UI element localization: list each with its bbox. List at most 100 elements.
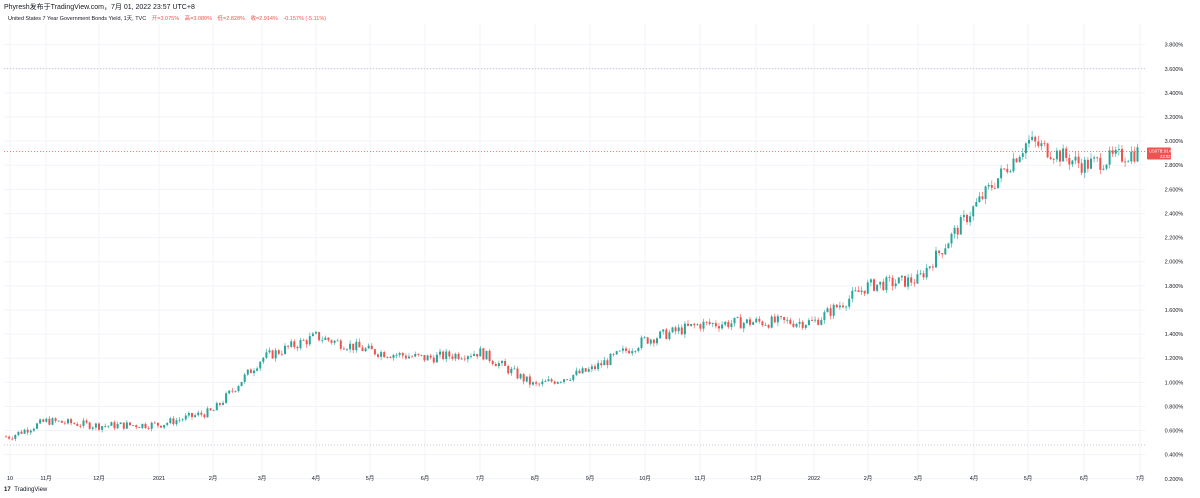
candle-body: [1046, 143, 1049, 158]
y-axis[interactable]: 0.200% 0.400% 0.600% 0.800% 1.000% 1.200% 1.40…: [1165, 43, 1184, 483]
candle-body: [1018, 156, 1021, 163]
candle-body: [749, 319, 751, 325]
x-tick-label: 10: [7, 476, 13, 482]
candle-body: [956, 227, 959, 235]
y-tick-label: 0.600%: [1165, 429, 1184, 435]
candle-body: [237, 386, 240, 391]
candle-body: [935, 250, 937, 268]
grid: [4, 24, 1145, 480]
y-tick-label: 1.200%: [1165, 356, 1184, 362]
candle-body: [243, 374, 246, 382]
candle-body: [550, 379, 553, 382]
candle-body: [745, 319, 748, 323]
candle-body: [581, 368, 584, 374]
candle-body: [79, 425, 82, 427]
candle-body: [5, 436, 7, 438]
candle-body: [1043, 143, 1046, 145]
candle-body: [160, 425, 162, 428]
candle-body: [1000, 168, 1003, 179]
candle-body: [714, 323, 717, 327]
x-axis[interactable]: 10 11月 12月 2021 2月 3月 4月 5月 6月 7月 8月 9月 10月 11月 12月 202…: [7, 475, 1144, 482]
badge-price: 2.914%: [1160, 148, 1176, 153]
candle-body: [163, 424, 166, 428]
candle-body: [119, 422, 122, 425]
candle-body: [990, 184, 993, 188]
candle-body: [442, 351, 445, 360]
candle-body: [429, 355, 432, 358]
x-tick-label: 5月: [1024, 475, 1033, 482]
x-tick-label: 6月: [1080, 475, 1089, 482]
candle-body: [222, 402, 224, 405]
candle-body: [448, 351, 451, 357]
candle-body: [85, 420, 88, 423]
candle-body: [364, 348, 367, 352]
y-tick-label: 3.000%: [1165, 139, 1184, 145]
candle-body: [950, 233, 953, 244]
candle-body: [851, 290, 854, 299]
candle-body: [680, 327, 683, 335]
x-tick-label: 7月: [476, 475, 485, 482]
candle-body: [485, 350, 488, 360]
candle-body: [913, 282, 916, 284]
candle-body: [234, 390, 237, 392]
y-tick-label: 2.400%: [1165, 211, 1184, 217]
candle-body: [984, 186, 987, 199]
candle-body: [742, 322, 745, 329]
symbol-title[interactable]: United States 7 Year Government Bonds Yi…: [8, 16, 147, 22]
candle-body: [739, 317, 742, 329]
candle-body: [857, 290, 860, 293]
x-tick-label: 11月: [40, 475, 51, 482]
candle-body: [652, 339, 655, 344]
candle-body: [1127, 161, 1130, 163]
candle-body: [603, 360, 606, 366]
candle-body: [299, 340, 302, 349]
candle-body: [1062, 148, 1065, 162]
candle-body: [764, 324, 767, 326]
candle-body: [101, 426, 104, 430]
y-tick-label: 3.200%: [1165, 115, 1184, 121]
candle-body: [959, 217, 962, 235]
candle-body: [578, 370, 581, 374]
candle-body: [426, 355, 429, 361]
candle-body: [829, 308, 832, 316]
candle-body: [525, 376, 528, 382]
candle-body: [705, 321, 708, 323]
candle-body: [1086, 159, 1089, 169]
x-tick-label: 5月: [366, 475, 375, 482]
tradingview-brand: TradingView: [14, 487, 48, 493]
candle-body: [674, 327, 677, 332]
candle-body: [476, 353, 479, 357]
footer-brand[interactable]: 17 TradingView: [4, 487, 47, 493]
change-value: -0.157% (-5.11%): [283, 16, 327, 22]
candle-body: [240, 381, 243, 387]
candle-body: [758, 318, 761, 322]
candle-body: [327, 337, 330, 341]
candle-body: [225, 393, 228, 403]
candle-body: [203, 414, 206, 418]
candle-body: [451, 356, 454, 359]
candle-body: [423, 354, 426, 361]
candle-body: [513, 368, 516, 370]
candle-body: [1102, 168, 1105, 170]
candle-body: [296, 347, 299, 349]
candle-body: [206, 408, 209, 418]
candle-body: [807, 320, 810, 326]
candle-body: [693, 323, 696, 326]
candle-body: [897, 277, 900, 284]
candle-body: [1124, 161, 1127, 163]
candle-body: [510, 368, 513, 374]
candle-body: [271, 350, 274, 359]
candle-body: [987, 184, 990, 187]
candle-body: [256, 368, 259, 371]
candle-body: [584, 368, 587, 372]
candle-body: [181, 419, 184, 421]
candle-body: [29, 430, 32, 433]
candle-body: [941, 253, 944, 255]
candle-body: [1090, 158, 1092, 169]
candle-body: [435, 354, 438, 363]
candle-body: [432, 357, 435, 363]
x-tick-label: 2022: [808, 476, 820, 482]
candle-body: [463, 358, 466, 360]
